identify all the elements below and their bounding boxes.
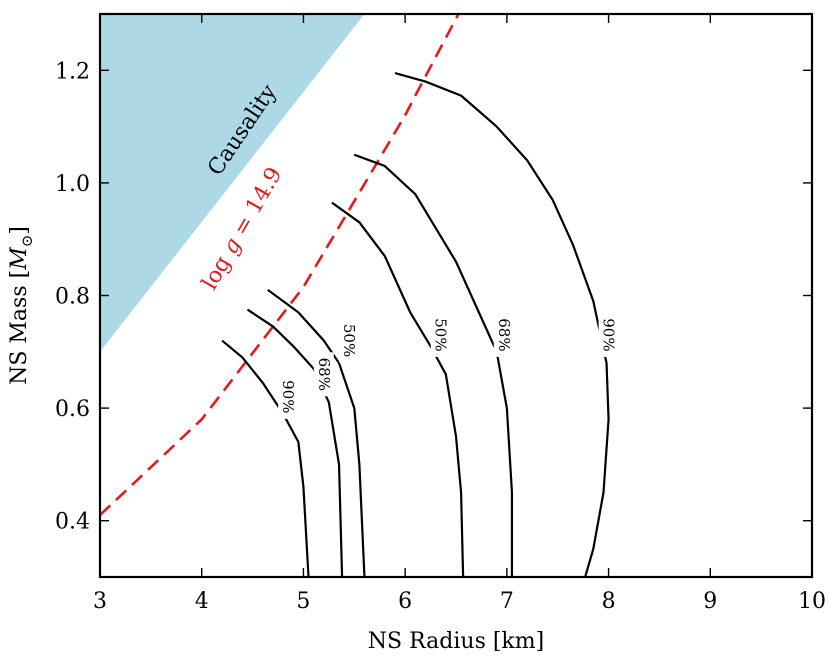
- contour-label-bg: [278, 374, 299, 419]
- contour-label: 68%: [315, 358, 333, 391]
- contour-line: [267, 288, 366, 577]
- y-tick-label: 0.4: [55, 510, 90, 535]
- causality-region: [100, 14, 365, 352]
- line-layer: [100, 14, 460, 517]
- x-tick-label: 5: [296, 589, 310, 614]
- contour-label-bg: [339, 318, 360, 363]
- x-tick-label: 10: [798, 589, 826, 614]
- contour-line: [331, 201, 465, 577]
- x-axis-title: NS Radius [km]: [368, 629, 544, 654]
- x-tick-label: 6: [398, 589, 412, 614]
- y-axis-title: NS Mass [M⊙]: [7, 226, 36, 385]
- y-tick-label: 1.0: [55, 172, 90, 197]
- contour-label: 68%: [495, 318, 513, 351]
- y-tick-label: 1.2: [55, 59, 90, 84]
- tick-layer: 3 4 5 6 7 8 9 10 0.4 0.6 0.8 1.0 1.2: [55, 14, 826, 614]
- contour-label-bg: [493, 312, 514, 357]
- contour-label-bg: [313, 352, 334, 397]
- contour-label: 90%: [279, 380, 297, 413]
- x-tick-label: 3: [93, 589, 107, 614]
- contour-label: 50%: [340, 324, 358, 357]
- contour-label-bg: [430, 312, 451, 357]
- logg-line: [100, 14, 460, 517]
- contour-line: [246, 308, 344, 577]
- contour-label: 50%: [432, 318, 450, 351]
- contour-line: [394, 72, 610, 577]
- y-tick-label: 0.6: [55, 397, 90, 422]
- contour-label: 90%: [600, 318, 618, 351]
- y-tick-label: 0.8: [55, 285, 90, 310]
- x-tick-label: 9: [703, 589, 717, 614]
- contour-line: [353, 153, 514, 577]
- contour-layer: [221, 72, 610, 577]
- x-tick-label: 4: [195, 589, 209, 614]
- contour-label-bg: [598, 312, 619, 357]
- x-tick-label: 7: [500, 589, 514, 614]
- contour-label-layer: 90% 68% 50% 50% 68% 90%: [278, 312, 619, 419]
- region-layer: [100, 14, 365, 352]
- x-tick-label: 8: [602, 589, 616, 614]
